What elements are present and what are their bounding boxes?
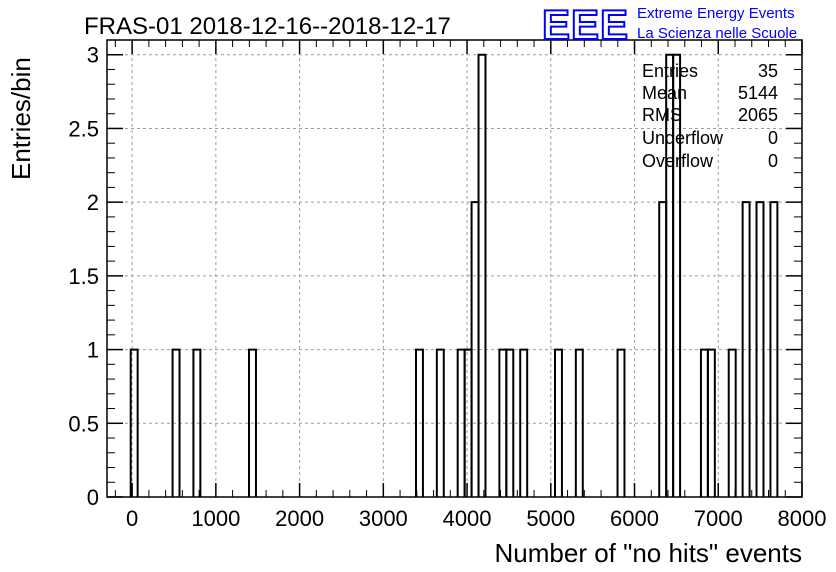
histogram-bin (574, 348, 584, 497)
y-tick-label: 1 (87, 338, 99, 363)
y-tick-label: 2.5 (68, 116, 99, 141)
x-tick-label: 4000 (443, 506, 492, 531)
histogram-bin (129, 348, 139, 497)
x-tick-label: 1000 (191, 506, 240, 531)
histogram-bin (248, 348, 257, 497)
x-tick-label: 3000 (359, 506, 408, 531)
histogram-bin (672, 53, 682, 497)
x-tick-label: 5000 (526, 506, 575, 531)
eee-logo-line1: Extreme Energy Events (637, 5, 795, 22)
y-tick-label: 0.5 (68, 411, 99, 436)
histogram-bin (616, 348, 626, 497)
y-axis-label: Entries/bin (6, 57, 36, 180)
histogram-bin (519, 348, 529, 497)
stats-underflow-label: Underflow (642, 128, 724, 148)
stats-rms-value: 2065 (738, 105, 778, 125)
x-tick-label: 7000 (694, 506, 743, 531)
eee-logo-mark: EEE (542, 1, 629, 48)
axis-ticks: 0 1000 2000 3000 4000 5000 6000 7000 8000 0 0.5 1 1.… (68, 39, 827, 531)
x-tick-label: 8000 (778, 506, 827, 531)
stats-underflow-value: 0 (768, 128, 778, 148)
stats-rms-label: RMS (642, 105, 682, 125)
histogram-bin (741, 201, 751, 497)
stats-mean-label: Mean (642, 83, 687, 103)
histogram-bin (171, 348, 181, 497)
histogram-bin (414, 348, 424, 497)
y-tick-label: 0 (87, 485, 99, 510)
plot-border (106, 39, 803, 498)
histogram-bin (769, 201, 779, 497)
histogram-bin (192, 348, 202, 497)
eee-logo-line2: La Scienza nelle Scuole (637, 25, 797, 42)
eee-logo: EEE Extreme Energy Events La Scienza nel… (541, 0, 797, 49)
chart-title: FRAS-01 2018-12-16--2018-12-17 (84, 13, 451, 40)
x-tick-label: 6000 (610, 506, 659, 531)
histogram-bin (706, 348, 716, 497)
grid-lines (107, 40, 803, 498)
y-tick-label: 3 (87, 43, 99, 68)
x-tick-label: 2000 (275, 506, 324, 531)
histogram-bin (477, 53, 487, 497)
histogram-series (129, 53, 779, 497)
stats-entries-value: 35 (758, 61, 778, 81)
histogram-bin (553, 348, 563, 497)
y-tick-label: 2 (87, 190, 99, 215)
stats-box: Entries 35 Mean 5144 RMS 2065 Underflow … (642, 61, 778, 171)
histogram-bin (435, 348, 445, 497)
x-axis-label: Number of "no hits" events (495, 538, 803, 568)
x-tick-label: 0 (126, 506, 138, 531)
stats-entries-label: Entries (642, 61, 698, 81)
plot-frame (106, 39, 803, 498)
histogram-bin (505, 348, 515, 497)
histogram-bin (727, 348, 737, 497)
stats-mean-value: 5144 (738, 83, 778, 103)
stats-overflow-label: Overflow (642, 151, 714, 171)
histogram-bin (755, 201, 765, 497)
y-tick-label: 1.5 (68, 264, 99, 289)
stats-overflow-value: 0 (768, 151, 778, 171)
